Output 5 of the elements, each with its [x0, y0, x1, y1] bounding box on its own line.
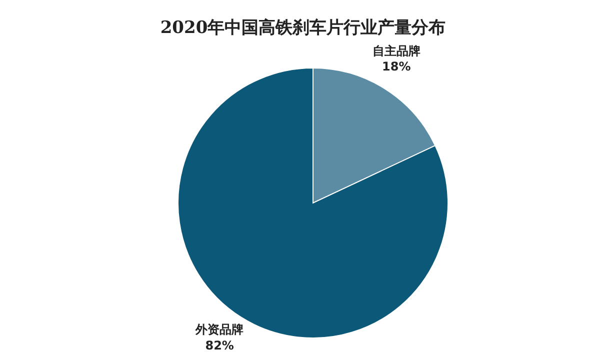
data-label: 18% — [382, 60, 411, 74]
data-label: 82% — [205, 338, 234, 352]
slice-label: 自主品牌 — [372, 44, 420, 58]
chart-title: 2020年中国高铁刹车片行业产量分布 — [159, 17, 447, 39]
slice-label: 外资品牌 — [194, 322, 244, 337]
